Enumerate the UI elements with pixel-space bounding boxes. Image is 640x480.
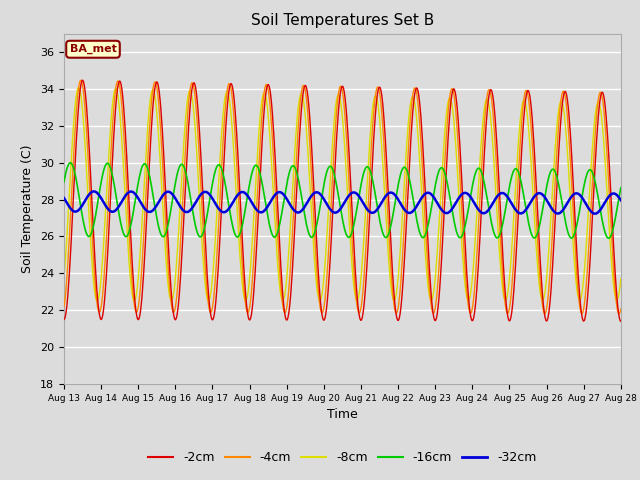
Y-axis label: Soil Temperature (C): Soil Temperature (C) xyxy=(22,144,35,273)
X-axis label: Time: Time xyxy=(327,408,358,421)
Text: BA_met: BA_met xyxy=(70,44,116,54)
Legend: -2cm, -4cm, -8cm, -16cm, -32cm: -2cm, -4cm, -8cm, -16cm, -32cm xyxy=(143,446,541,469)
Title: Soil Temperatures Set B: Soil Temperatures Set B xyxy=(251,13,434,28)
